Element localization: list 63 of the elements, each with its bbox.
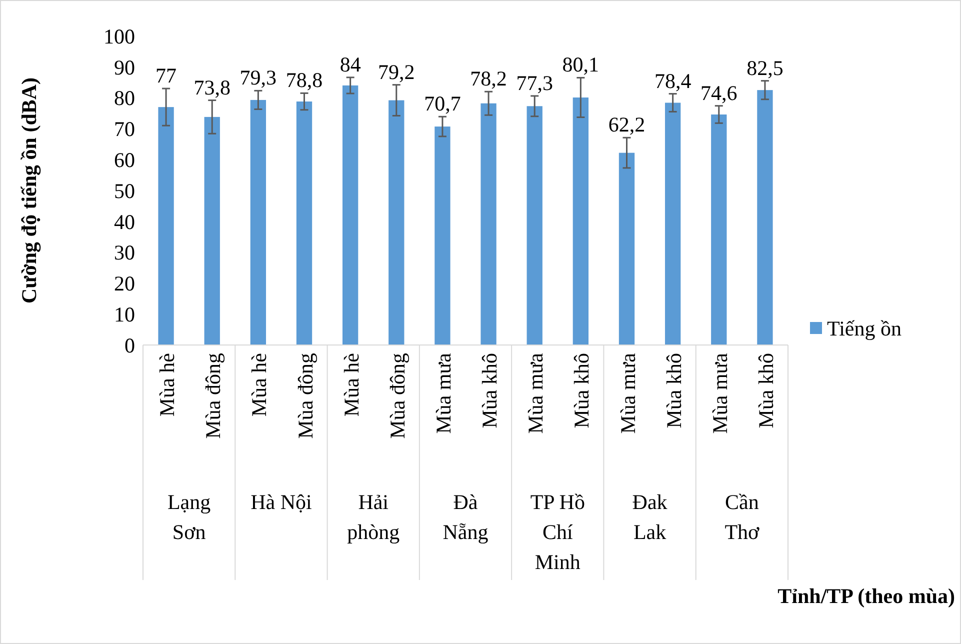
text: 73,8 <box>194 75 230 100</box>
text: Cần Thơ <box>724 490 760 544</box>
y-tick-label: 10 <box>114 302 135 326</box>
text: Tỉnh/TP (theo mùa) <box>778 584 955 608</box>
bar <box>664 102 681 345</box>
x-tick-label: Mùa đông <box>385 352 410 439</box>
x-tick-label: Mùa đông <box>293 352 318 439</box>
text: Đak Lak <box>632 490 668 544</box>
text: 80,1 <box>562 52 600 77</box>
bar <box>388 100 404 345</box>
text: Hà Nội <box>250 490 312 514</box>
text: 77,3 <box>516 70 553 95</box>
x-tick-label: Mùa mưa <box>431 352 456 434</box>
bar <box>250 100 266 345</box>
y-tick-label: 30 <box>114 240 135 265</box>
y-tick-label: 20 <box>114 272 135 296</box>
x-tick-label: Mùa mưa <box>708 352 732 434</box>
text: 78,4 <box>654 68 692 93</box>
bar <box>342 85 358 345</box>
bar <box>757 90 773 345</box>
bar <box>480 103 496 345</box>
bar <box>618 152 635 345</box>
text: 78,8 <box>286 68 323 92</box>
x-tick-label: Mùa đông <box>201 352 226 439</box>
x-tick-label: Mùa khô <box>570 353 594 428</box>
x-tick-label: Mùa hè <box>155 353 180 417</box>
text: 78,2 <box>470 66 507 91</box>
x-tick-label: Mùa khô <box>662 353 686 428</box>
text: 70,7 <box>424 92 461 116</box>
x-tick-label: Mùa mưa <box>524 352 548 434</box>
text: TP Hồ Chí Minh <box>530 490 585 574</box>
x-tick-label: Mùa khô <box>478 353 502 428</box>
y-tick-label: 0 <box>124 333 135 358</box>
bar <box>711 114 727 345</box>
text: 79,3 <box>240 66 277 90</box>
bar <box>572 97 589 345</box>
text: Hải phòng <box>347 490 400 544</box>
bar <box>158 107 174 345</box>
bar <box>296 102 312 345</box>
bar <box>526 106 542 345</box>
y-tick-label: 80 <box>114 86 135 110</box>
bar <box>204 116 220 345</box>
text: 79,2 <box>378 60 415 84</box>
text: 74,6 <box>700 80 738 105</box>
x-tick-label: Mùa hè <box>247 353 272 417</box>
y-tick-label: 90 <box>114 55 135 80</box>
y-tick-label: 50 <box>114 178 135 203</box>
x-tick-label: Mùa khô <box>754 353 778 428</box>
y-tick-label: 60 <box>114 148 135 172</box>
text: Đà Nẵng <box>442 490 489 544</box>
legend-label: Tiếng ồn <box>827 316 902 340</box>
y-tick-label: 100 <box>104 24 135 48</box>
text: 82,5 <box>746 56 784 80</box>
text: Lạng Sơn <box>167 490 212 544</box>
y-tick-label: 40 <box>114 210 135 234</box>
y-axis-title: Cường độ tiếng ồn (dBA) <box>17 77 41 304</box>
x-tick-label: Mùa hè <box>339 353 364 417</box>
text: 62,2 <box>608 112 646 137</box>
x-tick-label: Mùa mưa <box>616 352 640 434</box>
bar <box>434 126 450 345</box>
text: 77 <box>156 64 177 88</box>
y-tick-label: 70 <box>114 117 135 142</box>
text: 84 <box>340 52 361 76</box>
